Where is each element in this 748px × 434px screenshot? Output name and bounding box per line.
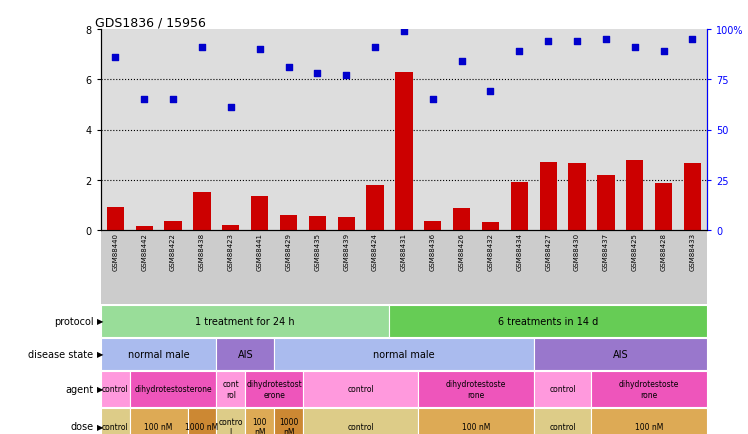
Text: agent: agent bbox=[65, 384, 94, 394]
Bar bbox=[568, 164, 586, 230]
Bar bbox=[367, 185, 384, 230]
Point bbox=[687, 37, 699, 44]
Text: ▶: ▶ bbox=[97, 422, 104, 431]
Bar bbox=[222, 225, 239, 230]
Text: dihydrotestoste
rone: dihydrotestoste rone bbox=[619, 379, 679, 399]
Point bbox=[571, 39, 583, 46]
Bar bbox=[539, 163, 557, 230]
Text: normal male: normal male bbox=[128, 349, 189, 359]
Text: control: control bbox=[102, 385, 129, 394]
Bar bbox=[453, 209, 470, 230]
Text: 1 treatment for 24 h: 1 treatment for 24 h bbox=[195, 316, 295, 326]
Text: dihydrotestoste
rone: dihydrotestoste rone bbox=[446, 379, 506, 399]
Bar bbox=[135, 226, 153, 230]
Text: control: control bbox=[347, 385, 374, 394]
Text: 100 nM: 100 nM bbox=[462, 422, 490, 431]
Bar bbox=[165, 221, 182, 230]
Text: control: control bbox=[102, 422, 129, 431]
Text: 6 treatments in 14 d: 6 treatments in 14 d bbox=[498, 316, 598, 326]
Bar bbox=[395, 73, 413, 230]
Point bbox=[167, 97, 179, 104]
Bar bbox=[309, 216, 326, 230]
Text: contro
l: contro l bbox=[218, 417, 243, 434]
Text: dihydrotestost
erone: dihydrotestost erone bbox=[246, 379, 302, 399]
Point bbox=[485, 89, 497, 96]
Point bbox=[427, 97, 439, 104]
Text: 1000
nM: 1000 nM bbox=[279, 417, 298, 434]
Text: control: control bbox=[347, 422, 374, 431]
Point bbox=[369, 45, 381, 52]
Bar bbox=[107, 207, 124, 230]
Text: normal male: normal male bbox=[373, 349, 435, 359]
Point bbox=[225, 105, 237, 112]
Bar bbox=[193, 193, 211, 230]
Point bbox=[196, 45, 208, 52]
Point bbox=[109, 55, 121, 62]
Point bbox=[398, 29, 410, 36]
Point bbox=[657, 49, 669, 56]
Text: protocol: protocol bbox=[54, 316, 94, 326]
Text: 100 nM: 100 nM bbox=[635, 422, 663, 431]
Bar bbox=[482, 223, 499, 230]
Point bbox=[542, 39, 554, 46]
Text: ▶: ▶ bbox=[97, 385, 104, 394]
Text: 100
nM: 100 nM bbox=[252, 417, 267, 434]
Text: AIS: AIS bbox=[237, 349, 253, 359]
Text: AIS: AIS bbox=[613, 349, 628, 359]
Bar bbox=[337, 217, 355, 230]
Point bbox=[513, 49, 525, 56]
Point bbox=[600, 37, 612, 44]
Text: disease state: disease state bbox=[28, 349, 94, 359]
Point bbox=[138, 97, 150, 104]
Bar bbox=[626, 160, 643, 230]
Text: control: control bbox=[549, 385, 576, 394]
Text: control: control bbox=[549, 422, 576, 431]
Point bbox=[283, 65, 295, 72]
Point bbox=[340, 73, 352, 80]
Point bbox=[629, 45, 641, 52]
Bar bbox=[684, 164, 701, 230]
Text: 1000 nM: 1000 nM bbox=[186, 422, 218, 431]
Text: dose: dose bbox=[70, 421, 94, 431]
Point bbox=[456, 59, 468, 66]
Bar bbox=[655, 184, 672, 230]
Text: GDS1836 / 15956: GDS1836 / 15956 bbox=[95, 16, 206, 29]
Bar bbox=[251, 196, 269, 230]
Bar bbox=[511, 183, 528, 230]
Text: ▶: ▶ bbox=[97, 349, 104, 358]
Text: dihydrotestosterone: dihydrotestosterone bbox=[135, 385, 212, 394]
Text: cont
rol: cont rol bbox=[222, 379, 239, 399]
Text: ▶: ▶ bbox=[97, 316, 104, 326]
Bar bbox=[597, 175, 615, 230]
Point bbox=[254, 47, 266, 54]
Bar bbox=[424, 221, 441, 230]
Text: 100 nM: 100 nM bbox=[144, 422, 173, 431]
Point bbox=[311, 71, 323, 78]
Bar bbox=[280, 215, 297, 230]
